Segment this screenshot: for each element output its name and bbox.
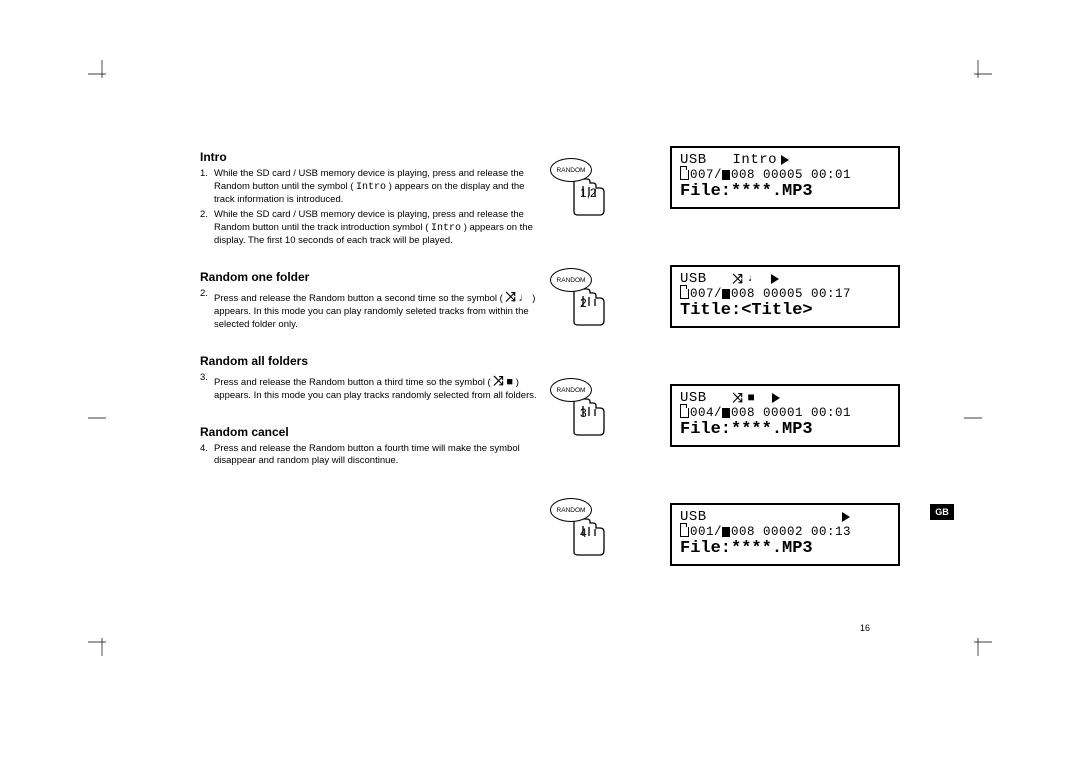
play-icon — [781, 155, 789, 165]
section-random-all: Random all folders 3. Press and release … — [200, 354, 540, 403]
lcd-display-2: USB ⤨ ♩ 007/008 00005 00:17 Title:<Title… — [670, 265, 900, 328]
heading-intro: Intro — [200, 150, 540, 164]
instruction-step: 4. Press and release the Random button a… — [200, 443, 540, 469]
crop-mark — [88, 412, 106, 424]
file-icon — [722, 289, 730, 299]
lcd-display-3: USB ⤨ ■ 004/008 00001 00:01 File:****.MP… — [670, 384, 900, 447]
instruction-step: 2. Press and release the Random button a… — [200, 288, 540, 332]
random-press-3: RANDOM 3 — [550, 378, 630, 448]
folder-icon — [680, 408, 689, 418]
shuffle-icon: ⤨ — [506, 289, 516, 304]
press-count: 3 — [580, 406, 587, 420]
note-icon: ♩ — [747, 273, 754, 285]
random-button: RANDOM — [550, 158, 592, 182]
page-number: 16 — [860, 623, 870, 633]
instruction-step: 3. Press and release the Random button a… — [200, 372, 540, 403]
heading-random-cancel: Random cancel — [200, 425, 540, 439]
press-count: 2 — [580, 296, 587, 310]
crop-mark — [964, 60, 992, 88]
shuffle-icon: ⤨ — [733, 391, 744, 406]
folder-icon — [680, 170, 689, 180]
section-intro: Intro 1. While the SD card / USB memory … — [200, 150, 540, 248]
lcd-column: USB Intro 007/008 00005 00:01 File:****.… — [670, 146, 900, 622]
crop-mark — [964, 412, 982, 424]
random-button: RANDOM — [550, 498, 592, 522]
instruction-step: 2. While the SD card / USB memory device… — [200, 209, 540, 248]
random-button: RANDOM — [550, 378, 592, 402]
play-icon — [771, 274, 779, 284]
crop-mark — [964, 628, 992, 656]
section-random-cancel: Random cancel 4. Press and release the R… — [200, 425, 540, 469]
press-count: 1,2 — [580, 186, 597, 200]
lcd-filename: File:****.MP3 — [680, 182, 890, 201]
shuffle-icon: ⤨ — [493, 373, 503, 388]
folder-icon — [680, 527, 689, 537]
random-press-1: RANDOM 1,2 — [550, 158, 630, 228]
random-press-2: RANDOM 2 — [550, 268, 630, 338]
file-icon — [722, 527, 730, 537]
crop-mark — [88, 60, 116, 88]
file-icon — [722, 408, 730, 418]
language-badge: GB — [930, 504, 954, 520]
lcd-display-4: USB 001/008 00002 00:13 File:****.MP3 — [670, 503, 900, 566]
note-icon: ♩ — [519, 291, 530, 306]
stop-icon: ■ — [506, 375, 513, 390]
file-icon — [722, 170, 730, 180]
heading-random-one: Random one folder — [200, 270, 540, 284]
play-icon — [842, 512, 850, 522]
play-icon — [772, 393, 780, 403]
lcd-filename: File:****.MP3 — [680, 420, 890, 439]
stop-icon: ■ — [747, 391, 755, 405]
lcd-display-1: USB Intro 007/008 00005 00:01 File:****.… — [670, 146, 900, 209]
random-button: RANDOM — [550, 268, 592, 292]
press-count: 4 — [580, 526, 587, 540]
instructions-column: Intro 1. While the SD card / USB memory … — [200, 150, 540, 490]
section-random-one: Random one folder 2. Press and release t… — [200, 270, 540, 332]
heading-random-all: Random all folders — [200, 354, 540, 368]
folder-icon — [680, 289, 689, 299]
shuffle-icon: ⤨ — [733, 272, 744, 287]
lcd-title: Title:<Title> — [680, 301, 890, 320]
crop-mark — [88, 628, 116, 656]
lcd-filename: File:****.MP3 — [680, 539, 890, 558]
instruction-step: 1. While the SD card / USB memory device… — [200, 168, 540, 207]
random-press-4: RANDOM 4 — [550, 498, 630, 568]
